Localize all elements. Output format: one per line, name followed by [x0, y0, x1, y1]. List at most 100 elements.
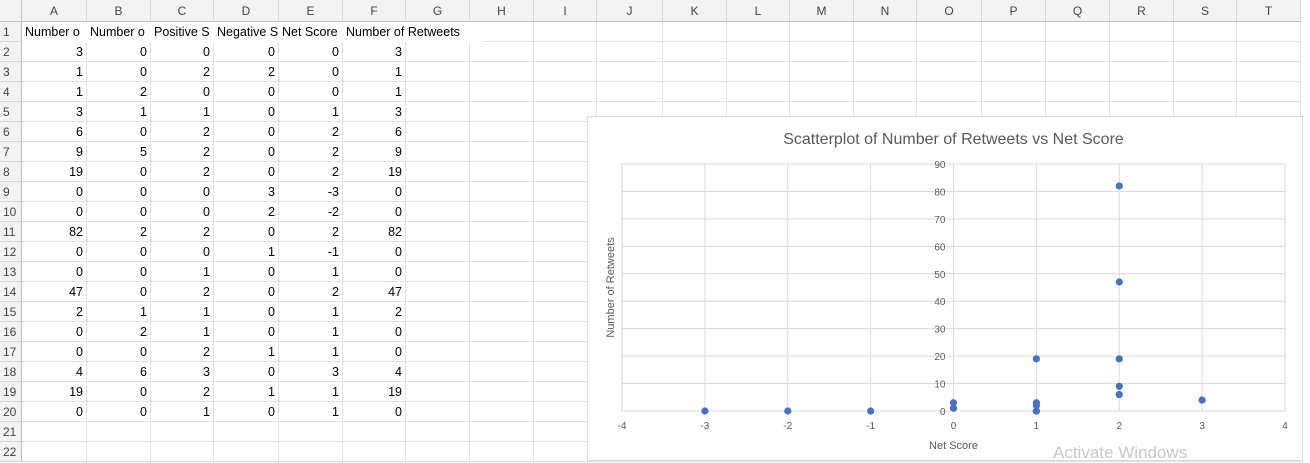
cell[interactable] — [406, 122, 470, 142]
data-cell[interactable]: 3 — [22, 102, 87, 122]
cell[interactable] — [470, 242, 534, 262]
cell[interactable] — [406, 222, 470, 242]
data-cell[interactable]: 0 — [343, 242, 406, 262]
column-header-L[interactable]: L — [727, 0, 790, 22]
cell[interactable] — [1237, 22, 1301, 42]
cell[interactable] — [406, 142, 470, 162]
cell[interactable] — [1174, 22, 1237, 42]
cell[interactable] — [917, 82, 982, 102]
column-header-S[interactable]: S — [1174, 0, 1237, 22]
data-cell[interactable]: 2 — [279, 162, 343, 182]
data-cell[interactable]: 0 — [279, 42, 343, 62]
cell[interactable] — [470, 142, 534, 162]
data-cell[interactable]: 0 — [151, 42, 214, 62]
data-cell[interactable]: 2 — [151, 382, 214, 402]
row-header-13[interactable]: 13 — [0, 262, 22, 282]
data-cell[interactable]: 6 — [343, 122, 406, 142]
cell[interactable] — [663, 22, 727, 42]
cell[interactable] — [597, 22, 663, 42]
cell[interactable] — [470, 42, 534, 62]
data-cell[interactable]: 0 — [343, 402, 406, 422]
cell[interactable] — [982, 42, 1046, 62]
cell[interactable] — [470, 302, 534, 322]
cell[interactable] — [87, 442, 151, 462]
cell[interactable] — [22, 422, 87, 442]
row-header-9[interactable]: 9 — [0, 182, 22, 202]
data-cell[interactable]: 6 — [22, 122, 87, 142]
cell[interactable] — [406, 362, 470, 382]
row-header-5[interactable]: 5 — [0, 102, 22, 122]
data-cell[interactable]: 0 — [214, 282, 279, 302]
data-cell[interactable]: 3 — [343, 102, 406, 122]
data-cell[interactable]: -1 — [279, 242, 343, 262]
data-cell[interactable]: 2 — [87, 222, 151, 242]
data-cell[interactable]: 1 — [279, 342, 343, 362]
column-header-Q[interactable]: Q — [1046, 0, 1110, 22]
cell[interactable] — [470, 82, 534, 102]
data-cell[interactable]: 0 — [151, 82, 214, 102]
cell[interactable] — [470, 222, 534, 242]
data-cell[interactable]: 5 — [87, 142, 151, 162]
data-cell[interactable]: 19 — [22, 382, 87, 402]
data-cell[interactable]: 0 — [214, 362, 279, 382]
row-header-1[interactable]: 1 — [0, 22, 22, 42]
column-header-F[interactable]: F — [343, 0, 406, 22]
cell[interactable] — [343, 442, 406, 462]
data-cell[interactable]: 0 — [87, 262, 151, 282]
cell[interactable] — [790, 42, 854, 62]
data-cell[interactable]: 0 — [22, 262, 87, 282]
data-cell[interactable]: 2 — [151, 62, 214, 82]
cell[interactable] — [406, 62, 470, 82]
row-header-10[interactable]: 10 — [0, 202, 22, 222]
select-all-corner[interactable] — [0, 0, 22, 22]
cell[interactable] — [790, 62, 854, 82]
data-cell[interactable]: 47 — [343, 282, 406, 302]
cell[interactable] — [1110, 42, 1174, 62]
cell[interactable] — [534, 102, 597, 122]
data-cell[interactable]: 47 — [22, 282, 87, 302]
data-cell[interactable]: 0 — [22, 342, 87, 362]
column-header-H[interactable]: H — [470, 0, 534, 22]
data-cell[interactable]: 1 — [22, 62, 87, 82]
data-cell[interactable]: 2 — [151, 222, 214, 242]
data-cell[interactable]: -2 — [279, 202, 343, 222]
data-cell[interactable]: 0 — [87, 162, 151, 182]
cell[interactable] — [1237, 62, 1301, 82]
row-header-7[interactable]: 7 — [0, 142, 22, 162]
data-cell[interactable]: 9 — [343, 142, 406, 162]
data-cell[interactable]: 1 — [343, 82, 406, 102]
data-cell[interactable]: 2 — [22, 302, 87, 322]
data-cell[interactable]: 3 — [343, 42, 406, 62]
cell[interactable] — [982, 62, 1046, 82]
cell[interactable] — [470, 282, 534, 302]
cell[interactable] — [534, 82, 597, 102]
data-cell[interactable]: 2 — [151, 282, 214, 302]
header-cell[interactable]: Number o — [87, 22, 151, 42]
data-cell[interactable]: 1 — [151, 402, 214, 422]
cell[interactable] — [470, 62, 534, 82]
cell[interactable] — [1174, 82, 1237, 102]
cell[interactable] — [534, 62, 597, 82]
row-header-17[interactable]: 17 — [0, 342, 22, 362]
data-cell[interactable]: 9 — [22, 142, 87, 162]
cell[interactable] — [597, 62, 663, 82]
cell[interactable] — [470, 202, 534, 222]
cell[interactable] — [343, 422, 406, 442]
header-cell[interactable]: Number o — [22, 22, 87, 42]
cell[interactable] — [534, 22, 597, 42]
column-header-M[interactable]: M — [790, 0, 854, 22]
data-cell[interactable]: 0 — [87, 242, 151, 262]
cell[interactable] — [663, 82, 727, 102]
data-cell[interactable]: 0 — [214, 122, 279, 142]
header-cell[interactable]: Number of Retweets — [343, 22, 483, 42]
cell[interactable] — [1046, 22, 1110, 42]
data-cell[interactable]: 1 — [87, 302, 151, 322]
column-header-C[interactable]: C — [151, 0, 214, 22]
cell[interactable] — [1237, 82, 1301, 102]
data-cell[interactable]: 0 — [151, 242, 214, 262]
data-cell[interactable]: 1 — [279, 302, 343, 322]
data-cell[interactable]: 19 — [343, 162, 406, 182]
cell[interactable] — [406, 162, 470, 182]
data-cell[interactable]: 0 — [343, 342, 406, 362]
data-cell[interactable]: 0 — [214, 302, 279, 322]
